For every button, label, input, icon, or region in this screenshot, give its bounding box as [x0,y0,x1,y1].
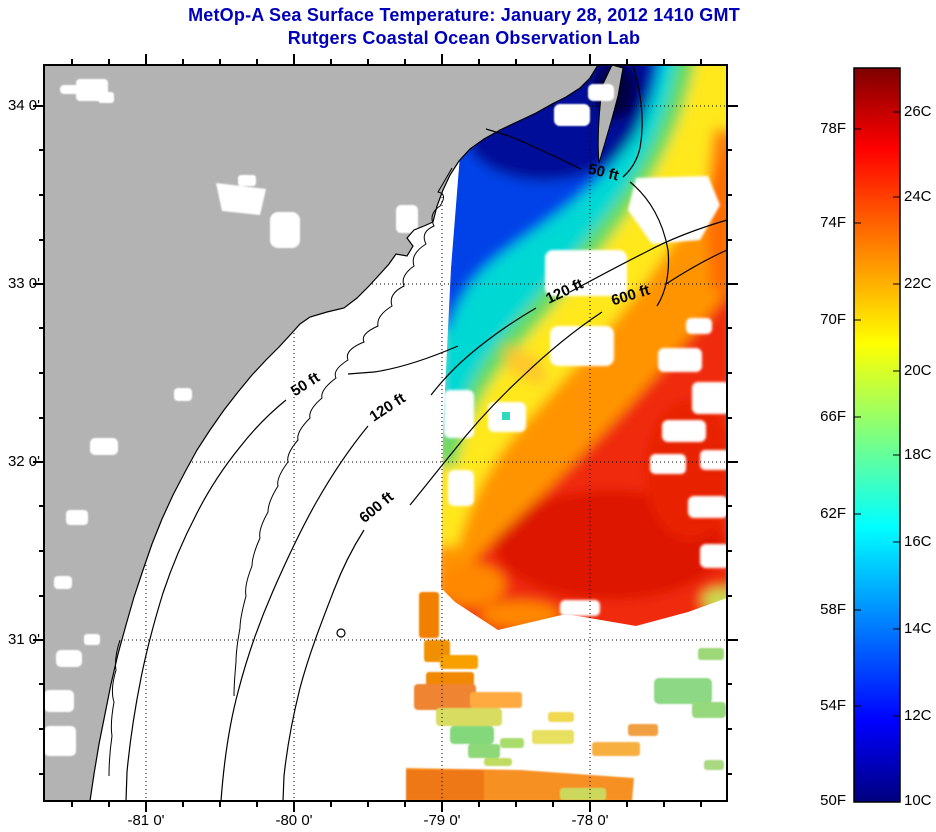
colorbar-gradient [853,67,901,803]
colorbar-celsius-label: 12C [904,707,932,724]
lat-tick-label: 34 0' [7,97,40,114]
cloud-gaps [444,176,727,616]
colorbar-celsius-label: 24C [904,188,932,205]
colorbar-fahrenheit-label: 66F [820,408,846,425]
map-subtitle: Rutgers Coastal Ocean Observation Lab [287,28,641,48]
colorbar-celsius-label: 22C [904,275,932,292]
lat-tick-label: 32 0' [7,453,40,470]
small-contour-ring [336,628,346,638]
colorbar-celsius-label: 18C [904,446,932,463]
barrier-islands-line [233,167,453,697]
colorbar-celsius-label: 14C [904,620,932,637]
colorbar-fahrenheit-label: 58F [820,601,846,618]
colorbar-fahrenheit-label: 78F [820,120,846,137]
coastline [89,64,599,802]
colorbar-fahrenheit-label: 54F [820,697,846,714]
colorbar-fahrenheit-label: 62F [820,505,846,522]
lat-tick-label: 33 0' [7,275,40,292]
axis-ticks [33,54,738,812]
colorbar-fahrenheit-label: 70F [820,311,846,328]
inner-islands-line [108,639,121,777]
depth-contours [125,64,728,802]
colorbar-celsius-label: 26C [904,103,932,120]
sst-patches [406,592,726,801]
lon-tick-label: -81 0' [127,812,165,829]
lon-tick-label: -79 0' [423,812,461,829]
clouds-over-land [44,79,614,756]
lat-tick-label: 31 0' [7,631,40,648]
colorbar-fahrenheit-label: 50F [820,792,846,809]
lon-tick-label: -80 0' [275,812,313,829]
colorbar-celsius-label: 16C [904,533,932,550]
lon-tick-label: -78 0' [571,812,609,829]
map-title: MetOp-A Sea Surface Temperature: January… [188,5,740,25]
map-frame [43,64,728,802]
colorbar-celsius-label: 10C [904,792,932,809]
colorbar-celsius-label: 20C [904,362,932,379]
colorbar-fahrenheit-label: 74F [820,214,846,231]
land-mass [44,65,598,801]
colorbar-ticks [854,111,900,717]
